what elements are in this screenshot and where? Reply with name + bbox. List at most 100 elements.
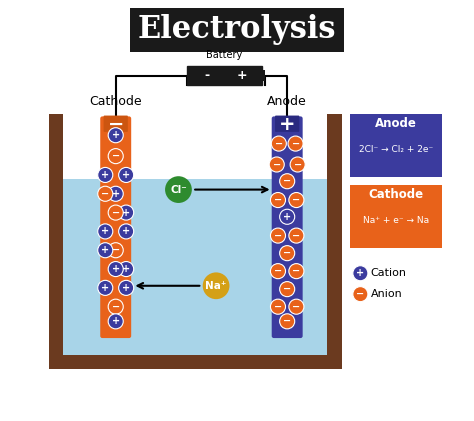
Circle shape	[118, 205, 134, 220]
Text: −: −	[112, 208, 120, 218]
Text: −: −	[292, 302, 301, 312]
Text: −: −	[108, 115, 124, 134]
Circle shape	[98, 224, 113, 239]
Circle shape	[271, 228, 285, 243]
Circle shape	[118, 168, 134, 182]
Circle shape	[271, 264, 285, 279]
Circle shape	[280, 174, 295, 189]
Text: −: −	[283, 316, 291, 326]
Circle shape	[118, 224, 134, 239]
Circle shape	[98, 168, 113, 182]
Text: −: −	[101, 189, 109, 199]
Circle shape	[108, 261, 123, 277]
Text: Cathode: Cathode	[90, 95, 142, 108]
Text: Electrolysis: Electrolysis	[138, 14, 336, 45]
Circle shape	[280, 209, 295, 224]
Text: Na⁺: Na⁺	[205, 281, 227, 291]
Circle shape	[108, 128, 123, 143]
FancyBboxPatch shape	[187, 66, 262, 85]
Text: +: +	[101, 245, 109, 255]
Circle shape	[108, 299, 123, 314]
Circle shape	[280, 245, 295, 261]
Circle shape	[353, 287, 368, 302]
Circle shape	[98, 280, 113, 296]
Text: Battery: Battery	[206, 50, 243, 60]
Text: +: +	[112, 264, 120, 274]
Text: −: −	[273, 160, 281, 170]
Text: +: +	[101, 170, 109, 180]
Text: −: −	[292, 231, 301, 240]
FancyBboxPatch shape	[49, 355, 342, 369]
Text: +: +	[283, 212, 291, 222]
Circle shape	[269, 157, 284, 172]
Circle shape	[280, 282, 295, 297]
FancyBboxPatch shape	[350, 115, 442, 177]
Text: −: −	[292, 266, 301, 276]
FancyBboxPatch shape	[272, 116, 303, 338]
Text: -: -	[205, 69, 210, 82]
Text: Cation: Cation	[371, 268, 407, 278]
Circle shape	[280, 314, 295, 329]
FancyBboxPatch shape	[262, 70, 265, 81]
Text: −: −	[283, 284, 291, 294]
Text: Cl⁻: Cl⁻	[170, 184, 187, 195]
Circle shape	[271, 136, 286, 151]
Text: −: −	[274, 231, 282, 240]
Text: +: +	[112, 130, 120, 140]
Text: −: −	[112, 245, 120, 255]
Text: Anode: Anode	[267, 95, 307, 108]
Text: −: −	[283, 248, 291, 258]
Text: −: −	[274, 195, 282, 205]
FancyBboxPatch shape	[104, 115, 128, 132]
Circle shape	[271, 299, 285, 314]
Text: −: −	[283, 176, 291, 186]
Circle shape	[98, 242, 113, 258]
Text: −: −	[292, 195, 301, 205]
FancyBboxPatch shape	[350, 185, 442, 248]
Text: −: −	[112, 151, 120, 161]
Circle shape	[165, 176, 192, 203]
Text: −: −	[274, 302, 282, 312]
Circle shape	[353, 266, 368, 281]
Circle shape	[118, 261, 134, 277]
Circle shape	[108, 242, 123, 258]
FancyBboxPatch shape	[49, 115, 64, 369]
Text: +: +	[279, 115, 295, 134]
Circle shape	[108, 205, 123, 220]
Circle shape	[108, 149, 123, 164]
Text: −: −	[292, 139, 300, 149]
Text: +: +	[101, 226, 109, 237]
Circle shape	[289, 192, 304, 208]
Circle shape	[289, 228, 304, 243]
Circle shape	[118, 280, 134, 296]
Text: −: −	[274, 266, 282, 276]
Text: +: +	[122, 170, 130, 180]
Text: Na⁺ + e⁻ → Na: Na⁺ + e⁻ → Na	[363, 216, 429, 226]
Text: −: −	[356, 289, 365, 299]
Text: Anode: Anode	[375, 117, 417, 130]
Text: +: +	[122, 264, 130, 274]
Circle shape	[290, 157, 305, 172]
Text: 2Cl⁻ → Cl₂ + 2e⁻: 2Cl⁻ → Cl₂ + 2e⁻	[359, 145, 433, 155]
FancyBboxPatch shape	[130, 8, 344, 52]
Text: +: +	[356, 268, 365, 278]
Circle shape	[289, 264, 304, 279]
Circle shape	[98, 186, 113, 201]
Text: +: +	[122, 283, 130, 293]
FancyBboxPatch shape	[64, 179, 327, 355]
FancyBboxPatch shape	[100, 116, 131, 338]
Circle shape	[289, 299, 304, 314]
FancyBboxPatch shape	[275, 115, 299, 132]
Text: +: +	[237, 69, 247, 82]
Text: Cathode: Cathode	[368, 188, 423, 201]
Circle shape	[203, 272, 229, 299]
Text: +: +	[122, 226, 130, 237]
Text: +: +	[101, 283, 109, 293]
Text: +: +	[112, 189, 120, 199]
Circle shape	[288, 136, 303, 151]
Text: +: +	[122, 208, 130, 218]
Text: −: −	[112, 302, 120, 312]
Circle shape	[108, 186, 123, 201]
Circle shape	[271, 192, 285, 208]
Text: −: −	[293, 160, 302, 170]
